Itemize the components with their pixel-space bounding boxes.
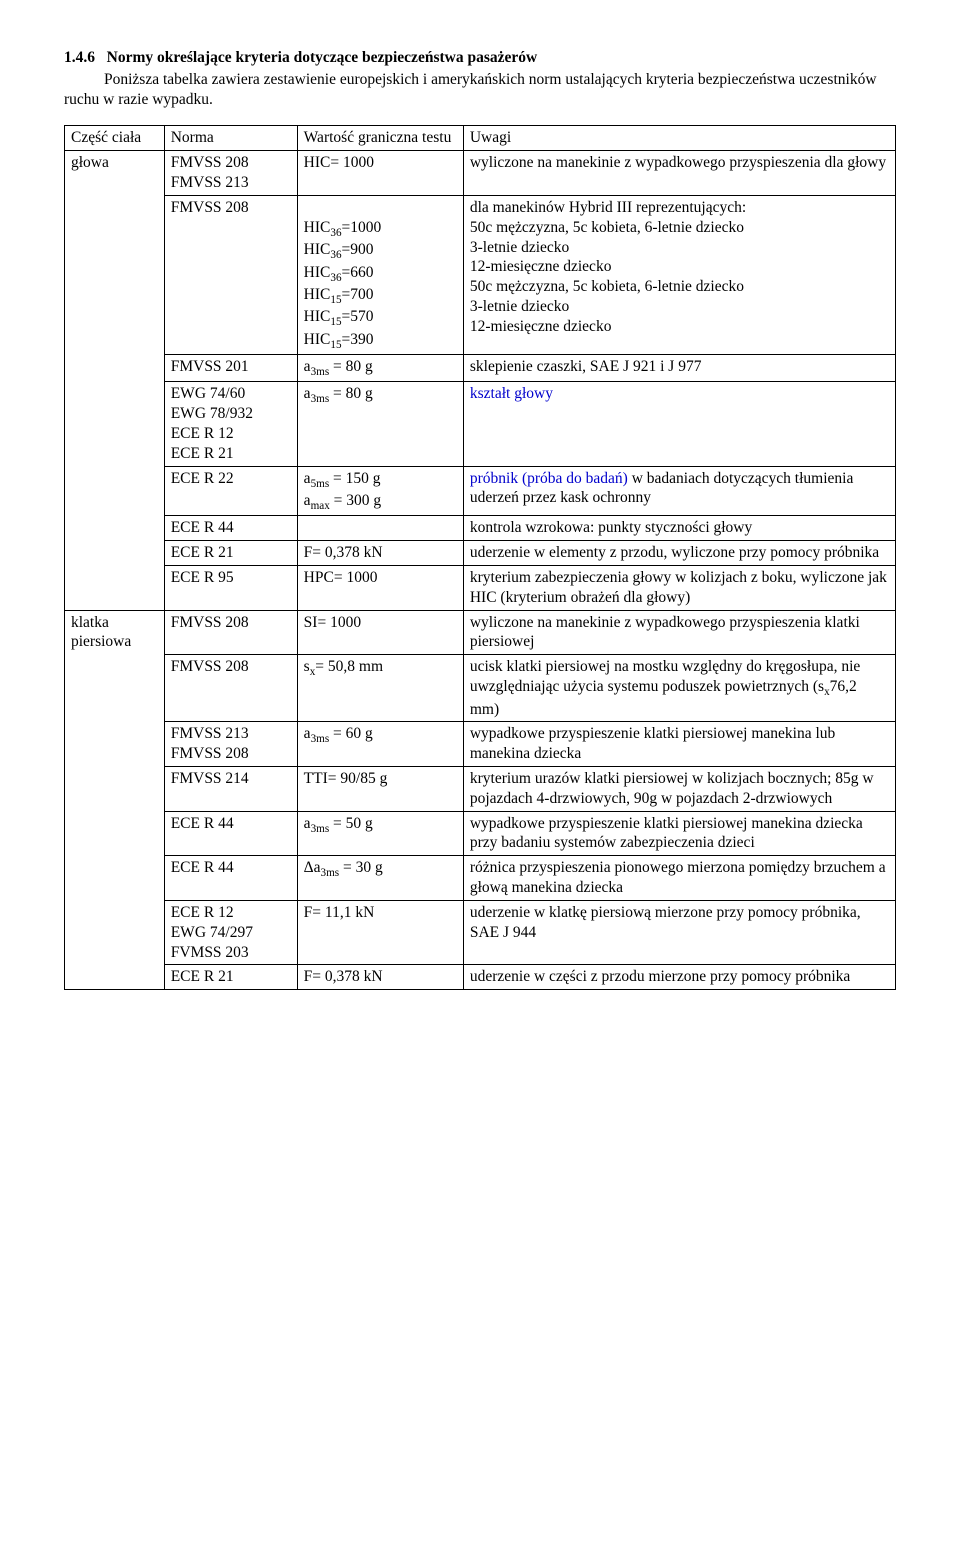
note-cell: wypadkowe przyspieszenie klatki piersiow… — [463, 811, 895, 856]
bodypart-label: klatka piersiowa — [65, 610, 165, 990]
value-cell: a3ms = 80 g — [297, 354, 463, 381]
intro-paragraph: Poniższa tabelka zawiera zestawienie eur… — [64, 70, 896, 110]
norm-cell: FMVSS 213FMVSS 208 — [164, 722, 297, 767]
norm-cell: ECE R 21 — [164, 965, 297, 990]
header-notes: Uwagi — [463, 126, 895, 151]
value-cell: a3ms = 80 g — [297, 382, 463, 466]
note-cell: uderzenie w elementy z przodu, wyliczone… — [463, 541, 895, 566]
norm-cell: FMVSS 208 — [164, 195, 297, 354]
section-number: 1.4.6 — [64, 49, 95, 66]
value-cell: F= 0,378 kN — [297, 541, 463, 566]
norm-cell: FMVSS 208FMVSS 213 — [164, 151, 297, 196]
bodypart-label: głowa — [65, 151, 165, 610]
norm-cell: ECE R 44 — [164, 811, 297, 856]
value-cell: sx= 50,8 mm — [297, 655, 463, 722]
norm-cell: ECE R 12EWG 74/297FVMSS 203 — [164, 900, 297, 964]
value-cell: HIC= 1000 — [297, 151, 463, 196]
norm-cell: FMVSS 208 — [164, 655, 297, 722]
norm-cell: ECE R 44 — [164, 856, 297, 901]
header-bodypart: Część ciała — [65, 126, 165, 151]
norm-cell: ECE R 22 — [164, 466, 297, 516]
note-cell: uderzenie w części z przodu mierzone prz… — [463, 965, 895, 990]
value-cell: a3ms = 60 g — [297, 722, 463, 767]
value-cell: HIC36=1000HIC36=900HIC36=660HIC15=700HIC… — [297, 195, 463, 354]
note-cell: kontrola wzrokowa: punkty styczności gło… — [463, 516, 895, 541]
value-cell: TTI= 90/85 g — [297, 766, 463, 811]
note-cell: próbnik (próba do badań) w badaniach dot… — [463, 466, 895, 516]
note-cell: sklepienie czaszki, SAE J 921 i J 977 — [463, 354, 895, 381]
note-cell: uderzenie w klatkę piersiową mierzone pr… — [463, 900, 895, 964]
norm-cell: EWG 74/60EWG 78/932ECE R 12ECE R 21 — [164, 382, 297, 466]
value-cell: Δa3ms = 30 g — [297, 856, 463, 901]
value-cell: a3ms = 50 g — [297, 811, 463, 856]
value-cell: a5ms = 150 gamax = 300 g — [297, 466, 463, 516]
note-cell: wyliczone na manekinie z wypadkowego prz… — [463, 151, 895, 196]
norm-cell: FMVSS 208 — [164, 610, 297, 655]
note-cell: dla manekinów Hybrid III reprezentującyc… — [463, 195, 895, 354]
section-heading: 1.4.6 Normy określające kryteria dotyczą… — [64, 48, 896, 68]
value-cell: F= 11,1 kN — [297, 900, 463, 964]
norm-cell: FMVSS 214 — [164, 766, 297, 811]
note-cell: kryterium urazów klatki piersiowej w kol… — [463, 766, 895, 811]
note-cell: kształt głowy — [463, 382, 895, 466]
norm-cell: ECE R 95 — [164, 566, 297, 611]
note-cell: różnica przyspieszenia pionowego mierzon… — [463, 856, 895, 901]
norm-cell: ECE R 44 — [164, 516, 297, 541]
header-value: Wartość graniczna testu — [297, 126, 463, 151]
norm-cell: FMVSS 201 — [164, 354, 297, 381]
norm-cell: ECE R 21 — [164, 541, 297, 566]
section-title: Normy określające kryteria dotyczące bez… — [107, 49, 538, 66]
standards-table: Część ciałaNormaWartość graniczna testuU… — [64, 125, 896, 990]
value-cell: SI= 1000 — [297, 610, 463, 655]
note-cell: wypadkowe przyspieszenie klatki piersiow… — [463, 722, 895, 767]
value-cell: F= 0,378 kN — [297, 965, 463, 990]
header-norm: Norma — [164, 126, 297, 151]
value-cell — [297, 516, 463, 541]
note-cell: wyliczone na manekinie z wypadkowego prz… — [463, 610, 895, 655]
note-cell: kryterium zabezpieczenia głowy w kolizja… — [463, 566, 895, 611]
value-cell: HPC= 1000 — [297, 566, 463, 611]
note-cell: ucisk klatki piersiowej na mostku względ… — [463, 655, 895, 722]
